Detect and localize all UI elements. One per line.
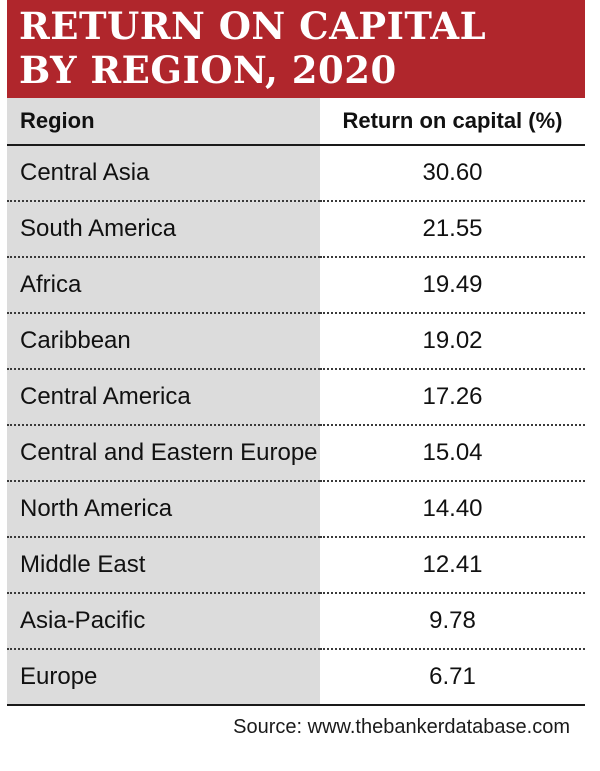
region-cell: South America <box>7 201 320 258</box>
region-cell: North America <box>7 481 320 538</box>
column-header-value: Return on capital (%) <box>320 98 585 146</box>
table-row: South America 21.55 <box>7 201 585 258</box>
chart-title-line-1: RETURN ON CAPITAL <box>19 4 487 48</box>
value-cell: 19.02 <box>320 313 585 370</box>
table-row: Africa 19.49 <box>7 257 585 314</box>
table-row: Europe 6.71 <box>7 649 585 706</box>
chart-title-line-2: BY REGION, 2020 <box>19 48 397 92</box>
title-band: RETURN ON CAPITAL BY REGION, 2020 <box>7 0 585 98</box>
region-cell: Central Asia <box>7 145 320 202</box>
column-header-region: Region <box>7 98 320 146</box>
region-cell: Europe <box>7 649 320 706</box>
region-cell: Caribbean <box>7 313 320 370</box>
table-row: North America 14.40 <box>7 481 585 538</box>
region-cell: Central America <box>7 369 320 426</box>
value-cell: 12.41 <box>320 537 585 594</box>
table-row: Caribbean 19.02 <box>7 313 585 370</box>
value-cell: 19.49 <box>320 257 585 314</box>
table-row: Asia-Pacific 9.78 <box>7 593 585 650</box>
value-cell: 21.55 <box>320 201 585 258</box>
source-note: Source: www.thebankerdatabase.com <box>233 716 570 738</box>
table-row: Central America 17.26 <box>7 369 585 426</box>
value-cell: 14.40 <box>320 481 585 538</box>
value-cell: 30.60 <box>320 145 585 202</box>
table-row: Central and Eastern Europe 15.04 <box>7 425 585 482</box>
value-cell: 6.71 <box>320 649 585 706</box>
region-cell: Middle East <box>7 537 320 594</box>
table-row: Central Asia 30.60 <box>7 145 585 202</box>
region-cell: Asia-Pacific <box>7 593 320 650</box>
return-on-capital-table: Region Return on capital (%) Central Asi… <box>7 98 585 706</box>
value-cell: 17.26 <box>320 369 585 426</box>
region-cell: Africa <box>7 257 320 314</box>
value-cell: 9.78 <box>320 593 585 650</box>
header-row: Region Return on capital (%) <box>7 98 585 146</box>
table-row: Middle East 12.41 <box>7 537 585 594</box>
table-graphic: RETURN ON CAPITAL BY REGION, 2020 Region… <box>7 0 585 706</box>
table-body: Central Asia 30.60 South America 21.55 Afric… <box>7 145 585 706</box>
region-cell: Central and Eastern Europe <box>7 425 320 482</box>
value-cell: 15.04 <box>320 425 585 482</box>
